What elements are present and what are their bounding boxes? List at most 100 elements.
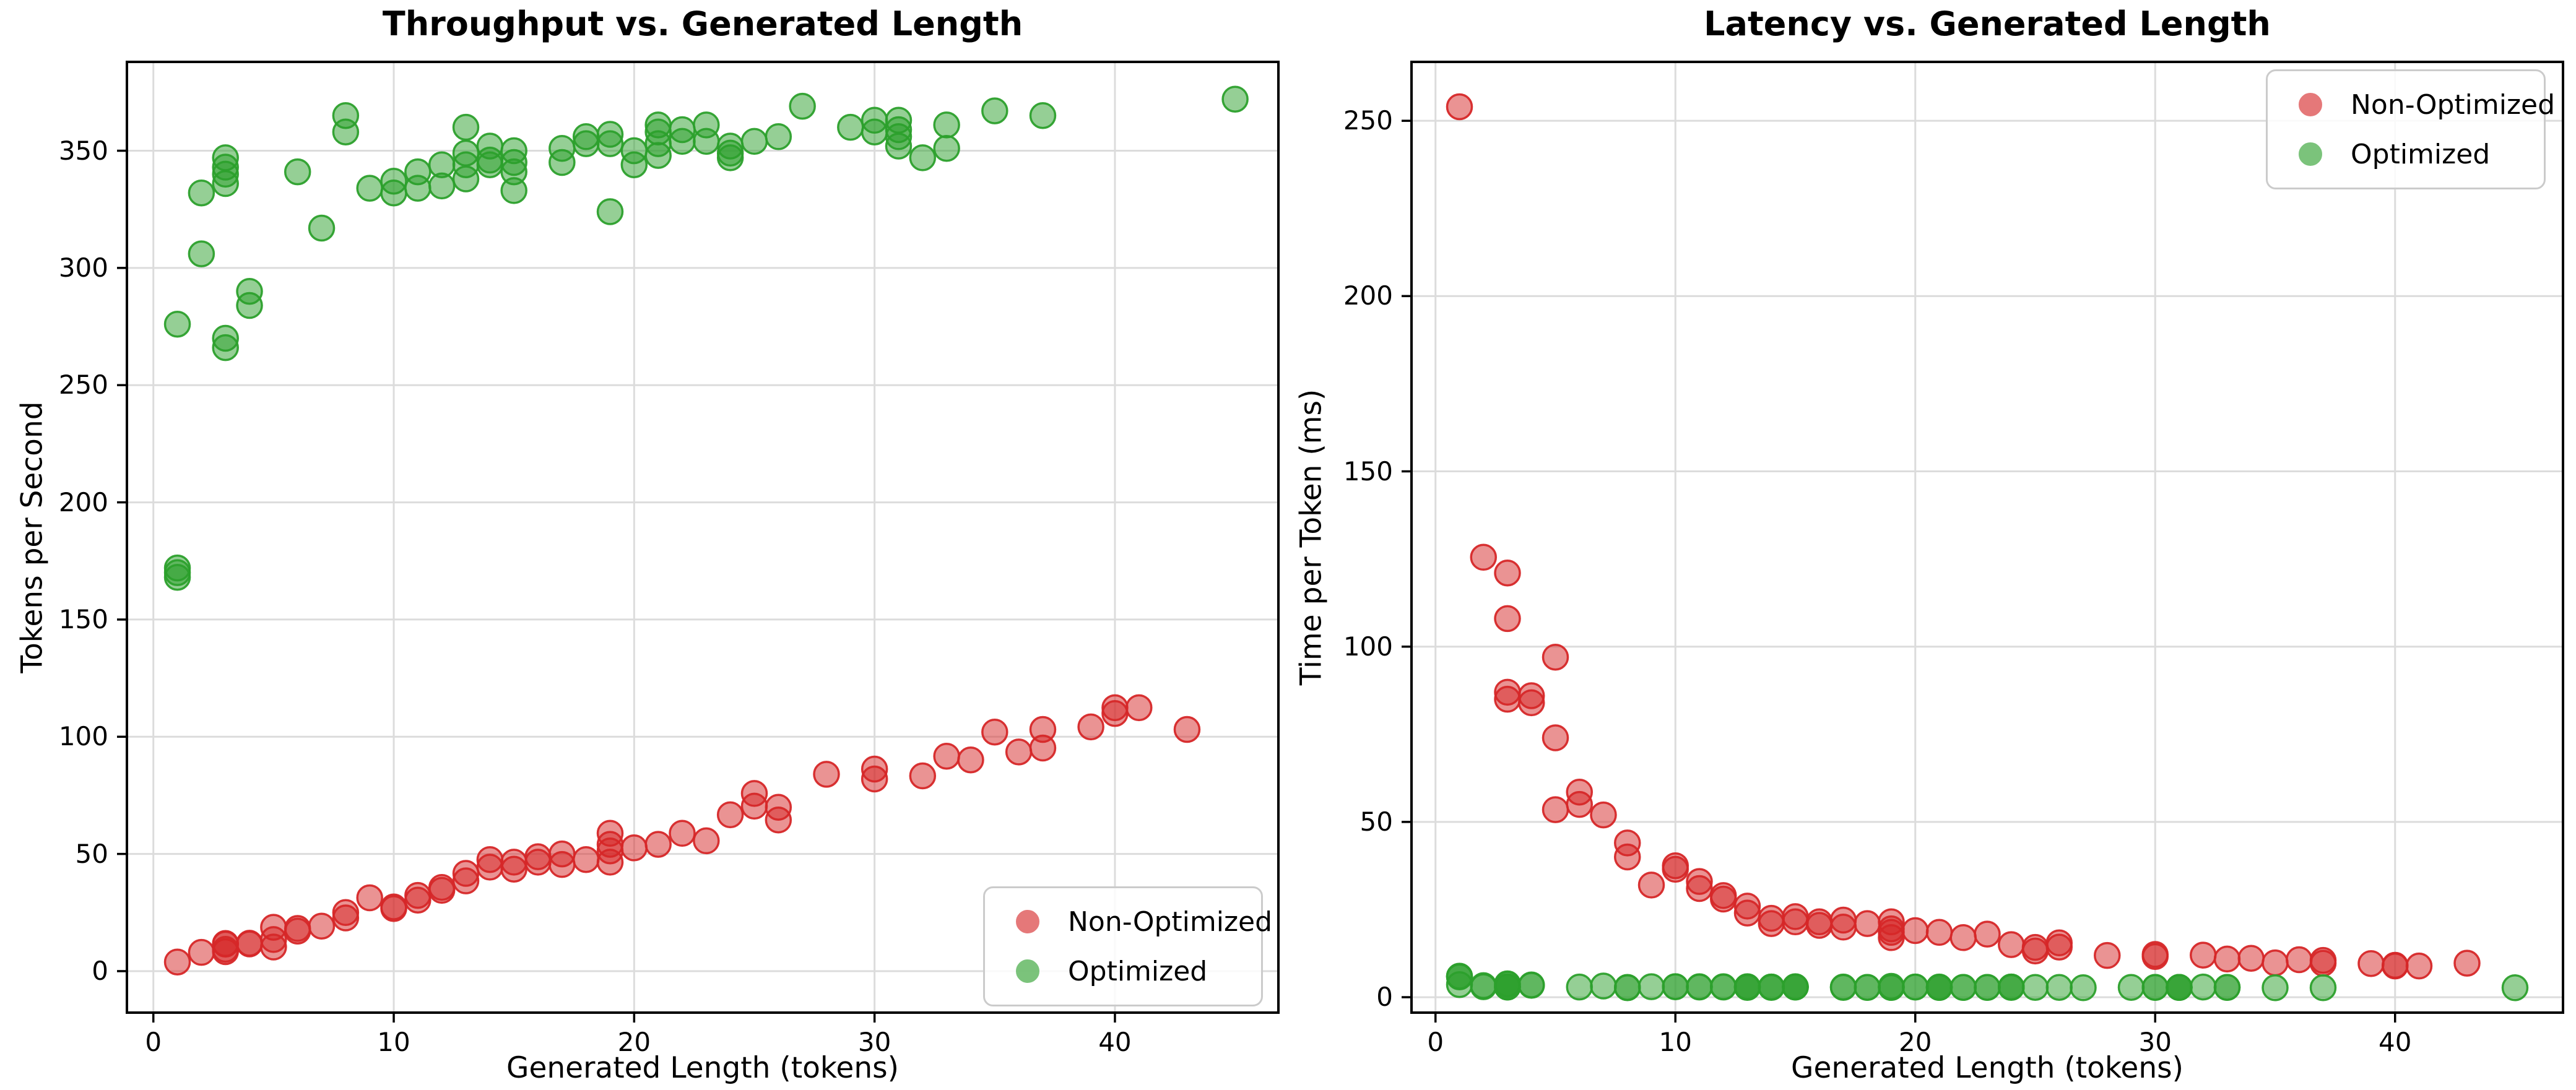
- data-point-non-optimized: [1637, 872, 1665, 899]
- data-point-optimized: [1566, 973, 1593, 1001]
- legend-marker-non-optimized-icon: [1016, 910, 1039, 933]
- legend-label-optimized: Optimized: [2351, 138, 2491, 170]
- data-point-non-optimized: [284, 915, 311, 942]
- data-point-non-optimized: [1125, 694, 1153, 722]
- data-point-non-optimized: [1829, 914, 1857, 941]
- x-tick-label: 30: [857, 1027, 891, 1057]
- data-point-optimized: [2213, 974, 2241, 1001]
- data-point-non-optimized: [909, 762, 937, 790]
- legend-label-non-optimized: Non-Optimized: [1068, 906, 1273, 938]
- y-tick-label: 350: [58, 135, 108, 166]
- y-tick-label: 150: [58, 603, 108, 634]
- data-point-optimized: [620, 151, 648, 178]
- data-point-optimized: [2021, 974, 2049, 1001]
- x-tick-label: 0: [1427, 1027, 1444, 1057]
- data-point-non-optimized: [1614, 843, 1641, 871]
- data-point-optimized: [861, 118, 888, 145]
- data-point-optimized: [404, 175, 432, 202]
- data-point-non-optimized: [524, 843, 552, 870]
- data-point-non-optimized: [2190, 941, 2217, 969]
- data-point-non-optimized: [236, 930, 263, 957]
- data-point-optimized: [981, 97, 1008, 124]
- data-point-optimized: [2262, 974, 2289, 1001]
- data-point-optimized: [236, 292, 263, 319]
- data-point-non-optimized: [452, 860, 480, 887]
- data-point-optimized: [1446, 962, 1473, 990]
- legend-label-non-optimized: Non-Optimized: [2351, 89, 2556, 121]
- data-point-non-optimized: [260, 914, 287, 941]
- data-point-non-optimized: [1518, 689, 1545, 717]
- data-point-optimized: [2166, 974, 2193, 1001]
- data-point-optimized: [308, 214, 336, 242]
- data-point-optimized: [1829, 973, 1857, 1001]
- data-point-non-optimized: [2021, 937, 2049, 965]
- data-point-optimized: [500, 177, 527, 204]
- data-point-optimized: [1637, 973, 1665, 1000]
- legend-item-non-optimized: Non-Optimized: [991, 897, 1272, 946]
- y-tick-label: 0: [1376, 982, 1393, 1013]
- data-point-non-optimized: [1854, 910, 1881, 937]
- data-point-optimized: [2501, 974, 2529, 1001]
- data-point-optimized: [572, 130, 600, 157]
- data-point-optimized: [212, 170, 239, 197]
- data-point-non-optimized: [933, 742, 960, 770]
- data-point-non-optimized: [1173, 716, 1201, 743]
- data-point-non-optimized: [1998, 931, 2025, 958]
- data-point-non-optimized: [2286, 946, 2313, 974]
- data-point-non-optimized: [356, 884, 383, 912]
- legend-latency: Non-Optimized Optimized: [2266, 69, 2555, 189]
- x-tick-label: 20: [617, 1027, 651, 1057]
- x-axis-label-throughput: Generated Length (tokens): [506, 1051, 899, 1085]
- data-point-non-optimized: [1806, 912, 1833, 939]
- data-point-optimized: [789, 92, 816, 120]
- data-point-non-optimized: [2357, 949, 2385, 977]
- y-tick-label: 150: [1343, 456, 1393, 487]
- data-point-optimized: [476, 151, 504, 178]
- data-point-non-optimized: [1710, 885, 1737, 913]
- data-point-non-optimized: [693, 827, 720, 855]
- data-point-non-optimized: [1949, 924, 1977, 951]
- data-point-optimized: [284, 158, 311, 186]
- x-tick-label: 40: [1098, 1027, 1132, 1057]
- data-point-optimized: [596, 130, 624, 157]
- data-point-optimized: [1878, 972, 1905, 1000]
- data-point-non-optimized: [2453, 949, 2481, 977]
- data-point-optimized: [596, 198, 624, 225]
- data-point-non-optimized: [212, 930, 239, 958]
- data-point-optimized: [2309, 974, 2337, 1001]
- data-point-non-optimized: [2094, 941, 2121, 969]
- data-point-optimized: [765, 123, 792, 150]
- data-point-non-optimized: [549, 840, 576, 868]
- data-point-non-optimized: [1566, 790, 1593, 818]
- x-tick-label: 10: [377, 1027, 410, 1057]
- data-point-non-optimized: [1077, 713, 1104, 741]
- data-point-optimized: [163, 564, 191, 591]
- data-point-non-optimized: [1101, 694, 1129, 722]
- data-point-optimized: [1662, 973, 1689, 1000]
- data-point-non-optimized: [1494, 560, 1521, 587]
- data-point-optimized: [933, 111, 960, 139]
- data-point-optimized: [1854, 974, 1881, 1001]
- data-point-optimized: [716, 144, 744, 171]
- data-point-optimized: [837, 113, 864, 141]
- legend-item-non-optimized: Non-Optimized: [2274, 80, 2555, 129]
- data-point-optimized: [909, 144, 937, 171]
- data-point-optimized: [428, 172, 456, 200]
- data-point-non-optimized: [500, 849, 527, 876]
- data-point-optimized: [1518, 971, 1545, 999]
- data-point-optimized: [212, 334, 239, 361]
- x-tick-label: 30: [2138, 1027, 2172, 1057]
- data-point-non-optimized: [1782, 908, 1809, 936]
- data-point-non-optimized: [404, 881, 432, 909]
- data-point-optimized: [669, 128, 696, 155]
- legend-marker-non-optimized-icon: [2299, 93, 2322, 116]
- data-point-non-optimized: [620, 834, 648, 862]
- data-point-optimized: [1029, 102, 1057, 129]
- chart-title-throughput: Throughput vs. Generated Length: [382, 4, 1023, 43]
- data-point-non-optimized: [596, 820, 624, 847]
- data-point-optimized: [188, 179, 215, 207]
- data-point-optimized: [332, 118, 360, 145]
- data-point-non-optimized: [188, 938, 215, 966]
